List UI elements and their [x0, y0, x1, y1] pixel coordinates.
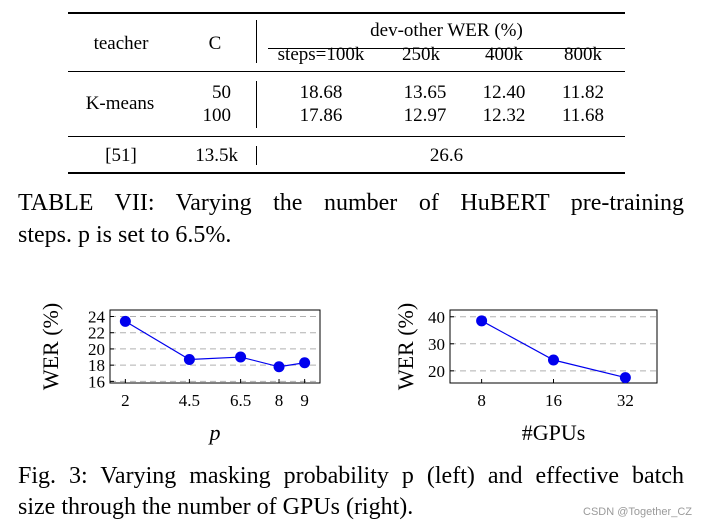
x-tick-label: 4.5 [179, 391, 200, 410]
table-cell: 17.86 [299, 105, 343, 126]
row-teacher: K-means [85, 93, 155, 114]
table-cell: 18.68 [299, 82, 343, 103]
x-tick-label: 32 [617, 391, 634, 410]
figure-caption-line: size through the number of GPUs (right). [18, 494, 414, 520]
x-tick-label: 2 [121, 391, 130, 410]
figure-caption-line: Fig. 3: Varying masking probability p (l… [18, 463, 684, 489]
x-tick-label: 16 [545, 391, 562, 410]
y-tick-label: 22 [88, 324, 105, 343]
y-axis-label: WER (%) [38, 303, 63, 390]
table-cell: 13.65 [403, 82, 447, 103]
row-c: 13.5k [195, 145, 238, 166]
data-point [183, 353, 195, 365]
row-teacher: [51] [105, 145, 137, 166]
y-tick-label: 20 [428, 362, 445, 381]
header-c: C [208, 33, 222, 54]
data-point [299, 357, 311, 369]
chart-wer-vs-gpus: 20 30 40 8 16 32 WER (%) #GPUs [393, 303, 658, 445]
x-axis-label: #GPUs [522, 420, 586, 445]
header-step: 800k [564, 44, 602, 65]
column-separator [256, 81, 257, 128]
x-tick-label: 9 [300, 391, 309, 410]
data-point [273, 361, 285, 373]
data-point [119, 315, 131, 327]
table-cell: 11.82 [561, 82, 605, 103]
header-teacher: teacher [93, 33, 149, 54]
column-separator [256, 20, 257, 63]
y-tick-label: 40 [428, 308, 445, 327]
table-cell: 12.97 [403, 105, 447, 126]
row-c: 100 [202, 105, 232, 126]
watermark: CSDN @Together_CZ [583, 506, 692, 518]
x-tick-label: 8 [275, 391, 284, 410]
header-step: steps=100k [277, 44, 365, 65]
y-tick-label: 30 [428, 335, 445, 354]
data-point [548, 354, 559, 366]
table-caption-line: steps. p is set to 6.5%. [18, 222, 232, 248]
table-header-rule [68, 71, 625, 72]
y-tick-label: 18 [88, 356, 105, 375]
header-step: 400k [485, 44, 523, 65]
data-point [476, 315, 488, 327]
table-mid-rule [68, 136, 625, 137]
series-line [481, 320, 626, 379]
table-cell: 12.32 [482, 105, 526, 126]
header-group: dev-other WER (%) [370, 20, 523, 41]
y-tick-label: 16 [88, 372, 105, 391]
table-caption-line: TABLE VII: Varying the number of HuBERT … [18, 190, 684, 216]
plot-frame [109, 309, 321, 384]
x-tick-label: 8 [477, 391, 486, 410]
table-cell: 11.68 [561, 105, 605, 126]
header-step: 250k [402, 44, 440, 65]
y-tick-label: 20 [88, 340, 105, 359]
y-axis-label: WER (%) [393, 303, 418, 390]
series-line [125, 320, 305, 368]
y-tick-label: 24 [88, 307, 106, 326]
table-cell: 12.40 [482, 82, 526, 103]
table-cell: 26.6 [429, 145, 464, 166]
group-rule [268, 48, 625, 49]
column-separator [256, 146, 257, 165]
x-axis-label: p [208, 420, 221, 445]
table-top-rule [68, 12, 625, 14]
table-bottom-rule [68, 172, 625, 174]
data-point [619, 372, 631, 384]
row-c: 50 [212, 82, 231, 103]
data-point [235, 351, 247, 363]
x-tick-label: 6.5 [230, 391, 251, 410]
